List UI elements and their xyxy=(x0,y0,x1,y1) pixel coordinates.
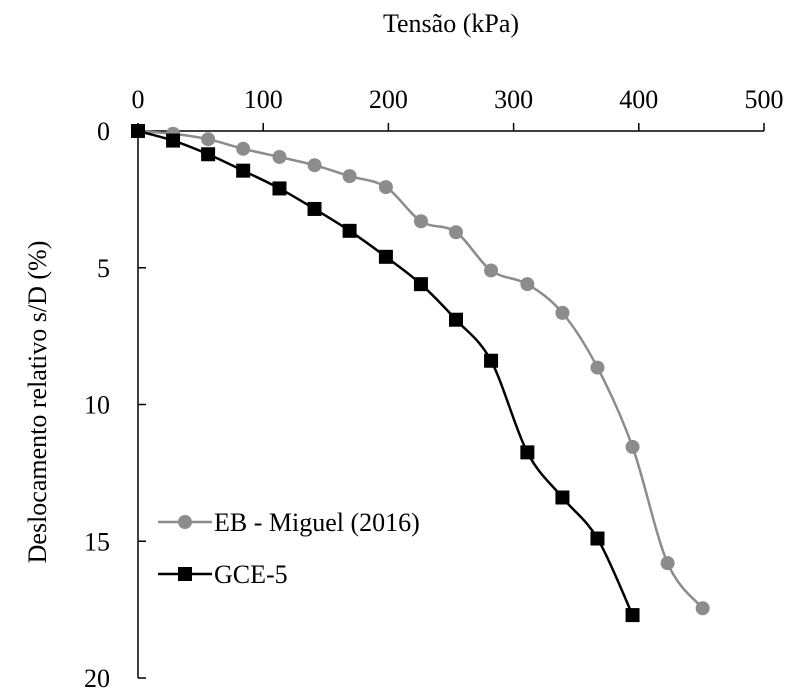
x-tick-label: 400 xyxy=(619,85,658,114)
data-point-eb-miguel-2016 xyxy=(272,149,287,164)
data-point-eb-miguel-2016 xyxy=(625,439,640,454)
y-tick-label: 10 xyxy=(84,391,110,420)
data-point-eb-miguel-2016 xyxy=(342,169,357,184)
y-tick-label: 0 xyxy=(97,117,110,146)
legend-marker-gce-5 xyxy=(178,567,192,581)
data-point-gce-5 xyxy=(307,201,322,216)
x-tick-label: 500 xyxy=(745,85,784,114)
data-point-eb-miguel-2016 xyxy=(695,601,710,616)
data-point-eb-miguel-2016 xyxy=(236,141,251,156)
data-point-gce-5 xyxy=(342,223,357,238)
y-axis-title: Deslocamento relativo s/D (%) xyxy=(23,241,52,564)
series-line-gce-5 xyxy=(137,129,634,616)
data-point-gce-5 xyxy=(449,312,464,327)
data-point-gce-5 xyxy=(555,490,570,505)
axes: 0 100 200 300 400 500 0 5 10 15 20 xyxy=(84,85,784,693)
data-point-gce-5 xyxy=(413,277,428,292)
data-point-eb-miguel-2016 xyxy=(307,158,322,173)
y-tick-label: 15 xyxy=(84,527,110,556)
legend-marker-eb-miguel-2016 xyxy=(178,515,192,529)
data-point-gce-5 xyxy=(484,353,499,368)
series-gce-5 xyxy=(131,124,640,623)
data-point-eb-miguel-2016 xyxy=(484,263,499,278)
legend-item-gce-5: GCE-5 xyxy=(158,560,288,589)
series-eb-miguel-2016 xyxy=(131,124,710,616)
data-point-gce-5 xyxy=(590,531,605,546)
data-point-eb-miguel-2016 xyxy=(378,180,393,195)
data-point-eb-miguel-2016 xyxy=(660,556,675,571)
y-tick-label: 5 xyxy=(97,254,110,283)
x-tick-label: 300 xyxy=(494,85,533,114)
data-point-eb-miguel-2016 xyxy=(413,214,428,229)
legend-label-gce-5: GCE-5 xyxy=(214,560,288,589)
data-point-eb-miguel-2016 xyxy=(201,132,216,147)
x-axis-title: Tensão (kPa) xyxy=(383,9,519,38)
y-tick-label: 20 xyxy=(84,664,110,693)
data-point-gce-5 xyxy=(520,445,535,460)
series-layer xyxy=(131,124,710,623)
data-point-gce-5 xyxy=(272,181,287,196)
data-point-eb-miguel-2016 xyxy=(520,277,535,292)
legend: EB - Miguel (2016) GCE-5 xyxy=(158,508,420,589)
data-point-gce-5 xyxy=(166,133,181,148)
x-tick-label: 200 xyxy=(369,85,408,114)
data-point-gce-5 xyxy=(625,608,640,623)
data-point-gce-5 xyxy=(201,147,216,162)
data-point-gce-5 xyxy=(131,124,145,138)
x-tick-label: 0 xyxy=(132,85,145,114)
data-point-eb-miguel-2016 xyxy=(555,305,570,320)
data-point-eb-miguel-2016 xyxy=(449,225,464,240)
x-tick-label: 100 xyxy=(244,85,283,114)
legend-item-eb-miguel-2016: EB - Miguel (2016) xyxy=(158,508,420,537)
legend-label-eb-miguel-2016: EB - Miguel (2016) xyxy=(214,508,420,537)
data-point-gce-5 xyxy=(236,163,251,178)
data-point-gce-5 xyxy=(378,249,393,264)
data-point-eb-miguel-2016 xyxy=(590,360,605,375)
